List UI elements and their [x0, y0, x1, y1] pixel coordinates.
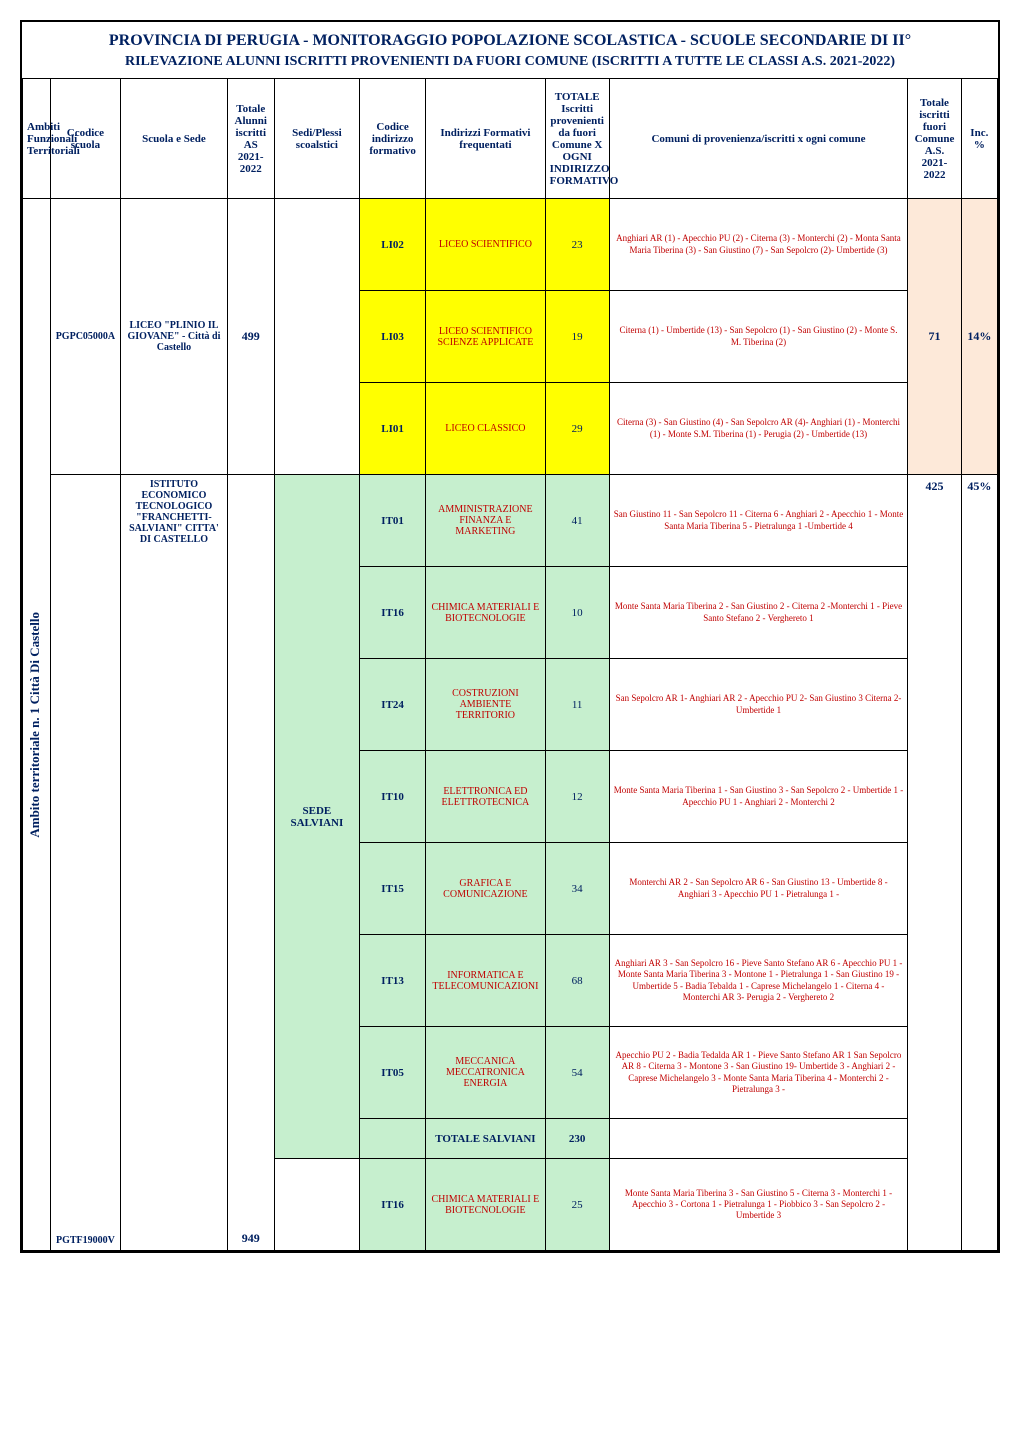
ambito-label: Ambito territoriale n. 1 Città Di Castel… [27, 612, 43, 838]
g2-totale: 949 [227, 475, 274, 1251]
g2-r2-com: San Sepolcro AR 1- Anghiari AR 2 - Apecc… [609, 659, 908, 751]
g2-r2-ci: IT24 [360, 659, 426, 751]
g2-r6-n: 54 [545, 1027, 609, 1119]
g2-r6-ind: MECCANICA MECCATRONICA ENERGIA [426, 1027, 545, 1119]
g2-r4-n: 34 [545, 843, 609, 935]
g2-r3-n: 12 [545, 751, 609, 843]
g2-codice: PGTF19000V [50, 475, 120, 1251]
g1-r2-ci: LI01 [360, 383, 426, 475]
g2-r3-com: Monte Santa Maria Tiberina 1 - San Giust… [609, 751, 908, 843]
g2-r0-ind: AMMINISTRAZIONE FINANZA E MARKETING [426, 475, 545, 567]
document-frame: PROVINCIA DI PERUGIA - MONITORAGGIO POPO… [20, 20, 1000, 1253]
g2-r2-n: 11 [545, 659, 609, 751]
g2-r1-ind: CHIMICA MATERIALI E BIOTECNOLOGIE [426, 567, 545, 659]
g2-totiscr: 425 [908, 475, 961, 1251]
g1-r0-ci: LI02 [360, 199, 426, 291]
col-sedi: Sedi/Plessi scoalstici [274, 79, 359, 199]
g2-r3-ind: ELETTRONICA ED ELETTROTECNICA [426, 751, 545, 843]
g2-sedi: SEDE SALVIANI [274, 475, 359, 1159]
g2-r5-ci: IT13 [360, 935, 426, 1027]
g2-r3-ci: IT10 [360, 751, 426, 843]
g2-tot-lbl: TOTALE SALVIANI [426, 1119, 545, 1159]
g1-r1-ind: LICEO SCIENTIFICO SCIENZE APPLICATE [426, 291, 545, 383]
doc-title: PROVINCIA DI PERUGIA - MONITORAGGIO POPO… [22, 22, 998, 52]
col-ambiti: Ambiti Funzionali Territoriali [23, 79, 51, 199]
g1-totiscr: 71 [908, 199, 961, 475]
col-scuola: Scuola e Sede [121, 79, 228, 199]
g2-r4-com: Monterchi AR 2 - San Sepolcro AR 6 - San… [609, 843, 908, 935]
g2-r1-ci: IT16 [360, 567, 426, 659]
g2-scuola: ISTITUTO ECONOMICO TECNOLOGICO "FRANCHET… [121, 475, 228, 1251]
g2-r5-n: 68 [545, 935, 609, 1027]
g2-ex-com: Monte Santa Maria Tiberina 3 - San Giust… [609, 1159, 908, 1251]
col-totiscr: Totale iscritti fuori Comune A.S. 2021-2… [908, 79, 961, 199]
col-inc: Inc. % [961, 79, 997, 199]
g2-tot-n: 230 [545, 1119, 609, 1159]
g1-sedi [274, 199, 359, 475]
g1-r2-com: Citerna (3) - San Giustino (4) - San Sep… [609, 383, 908, 475]
g1-r1-ci: LI03 [360, 291, 426, 383]
g1-r0-ind: LICEO SCIENTIFICO [426, 199, 545, 291]
g2-r1-n: 10 [545, 567, 609, 659]
g2-ex-n: 25 [545, 1159, 609, 1251]
col-comuni: Comuni di provenienza/iscritti x ogni co… [609, 79, 908, 199]
g2-r2-ind: COSTRUZIONI AMBIENTE TERRITORIO [426, 659, 545, 751]
g2-r1-com: Monte Santa Maria Tiberina 2 - San Giust… [609, 567, 908, 659]
g2-tot-com [609, 1119, 908, 1159]
col-totalun: Totale Alunni iscritti AS 2021-2022 [227, 79, 274, 199]
g2-r4-ind: GRAFICA E COMUNICAZIONE [426, 843, 545, 935]
g1-totale: 499 [227, 199, 274, 475]
g1-r1-com: Citerna (1) - Umbertide (13) - San Sepol… [609, 291, 908, 383]
g1-r0-com: Anghiari AR (1) - Apecchio PU (2) - Cite… [609, 199, 908, 291]
g1-r0-n: 23 [545, 199, 609, 291]
g2-r0-com: San Giustino 11 - San Sepolcro 11 - Cite… [609, 475, 908, 567]
ambito-cell: Ambito territoriale n. 1 Città Di Castel… [23, 199, 51, 1251]
g1-codice: PGPC05000A [50, 199, 120, 475]
g1-r1-n: 19 [545, 291, 609, 383]
g2-tot-ci [360, 1119, 426, 1159]
g1-r2-ind: LICEO CLASSICO [426, 383, 545, 475]
main-table: Ambiti Funzionali Territoriali Ccodice s… [22, 78, 998, 1251]
header-row: Ambiti Funzionali Territoriali Ccodice s… [23, 79, 998, 199]
table-row: Ambito territoriale n. 1 Città Di Castel… [23, 199, 998, 291]
g2-r5-ind: INFORMATICA E TELECOMUNICAZIONI [426, 935, 545, 1027]
g2-ex-ind: CHIMICA MATERIALI E BIOTECNOLOGIE [426, 1159, 545, 1251]
g2-ex-ci: IT16 [360, 1159, 426, 1251]
g2-r5-com: Anghiari AR 3 - San Sepolcro 16 - Pieve … [609, 935, 908, 1027]
g2-r6-com: Apecchio PU 2 - Badia Tedalda AR 1 - Pie… [609, 1027, 908, 1119]
g1-scuola: LICEO "PLINIO IL GIOVANE" - Città di Cas… [121, 199, 228, 475]
col-indiriz: Indirizzi Formativi frequentati [426, 79, 545, 199]
g2-ex-sedi [274, 1159, 359, 1251]
g2-r6-ci: IT05 [360, 1027, 426, 1119]
col-ci: Codice indirizzo formativo [360, 79, 426, 199]
g2-r4-ci: IT15 [360, 843, 426, 935]
g2-r0-ci: IT01 [360, 475, 426, 567]
table-row: PGTF19000V ISTITUTO ECONOMICO TECNOLOGIC… [23, 475, 998, 567]
g2-r0-n: 41 [545, 475, 609, 567]
g2-inc: 45% [961, 475, 997, 1251]
g1-inc: 14% [961, 199, 997, 475]
g1-r2-n: 29 [545, 383, 609, 475]
col-totfuori: TOTALE Iscritti provenienti da fuori Com… [545, 79, 609, 199]
doc-subtitle: RILEVAZIONE ALUNNI ISCRITTI PROVENIENTI … [22, 52, 998, 78]
